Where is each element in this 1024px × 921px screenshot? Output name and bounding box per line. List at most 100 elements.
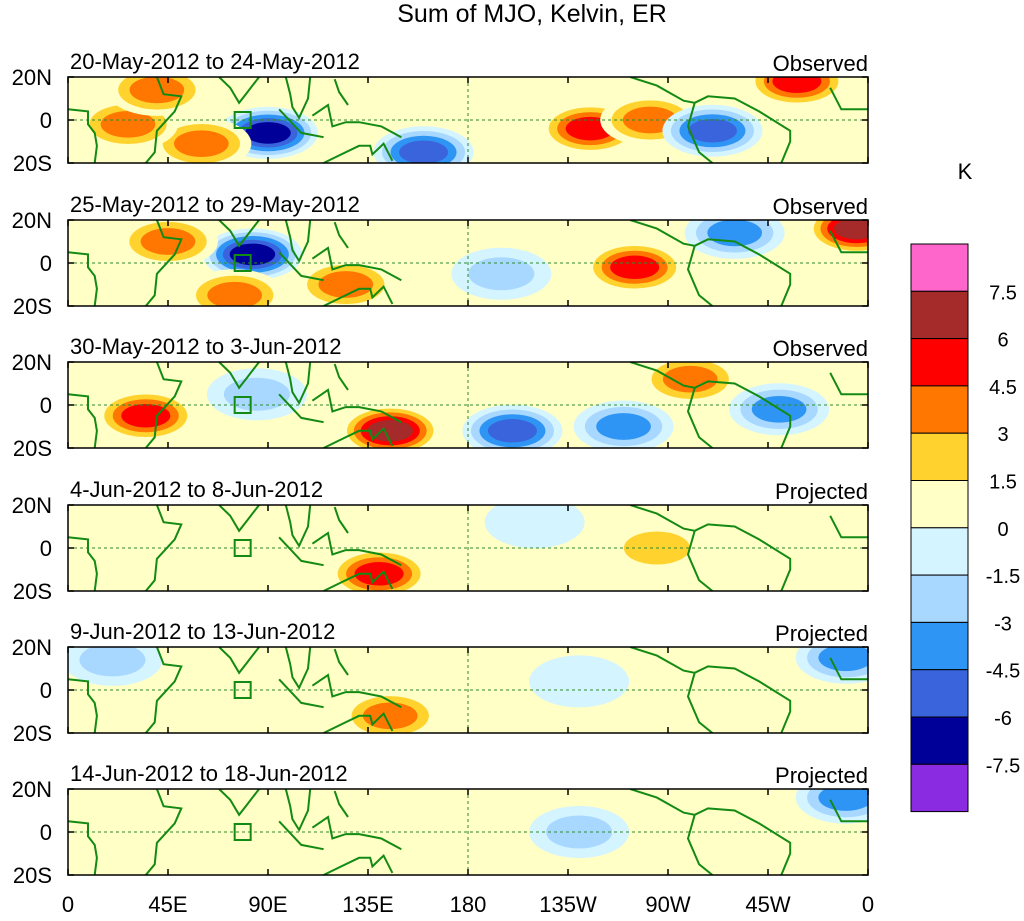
- coastline-path: [323, 569, 394, 591]
- coastline-path: [323, 142, 394, 163]
- coastline-path: [284, 362, 312, 406]
- coastline-path: [68, 393, 98, 448]
- anomaly-contour: [79, 647, 146, 677]
- y-tick-label: 20S: [13, 436, 52, 461]
- anomaly-contour: [140, 812, 241, 865]
- colorbar-level-label: 4.5: [989, 377, 1017, 399]
- y-tick-label: 20N: [12, 65, 52, 90]
- anomaly-contour: [818, 647, 868, 672]
- coastline-path: [629, 789, 695, 816]
- coastline-path: [218, 220, 260, 248]
- anomaly-field: [78, 77, 847, 163]
- colorbar-swatch: [910, 290, 969, 340]
- coastline-path: [629, 362, 695, 389]
- coastlines: [68, 362, 868, 448]
- coastline-path: [686, 387, 714, 448]
- coastline-path: [278, 536, 324, 567]
- coastline-path: [68, 108, 98, 163]
- coastline-path: [311, 103, 402, 139]
- anomaly-contour: [229, 243, 276, 266]
- x-tick-label: 135W: [539, 892, 597, 917]
- anomaly-contour: [354, 562, 404, 586]
- coastline-path: [829, 87, 868, 111]
- y-tick-label: 20S: [13, 151, 52, 176]
- coastline-path: [284, 77, 312, 120]
- coastline-path: [68, 536, 98, 591]
- coastline-path: [278, 108, 324, 139]
- colorbar-level-label: 7.5: [989, 282, 1017, 304]
- anomaly-contour: [834, 220, 868, 240]
- x-tick-label: 0: [62, 892, 74, 917]
- anomaly-contour: [484, 505, 585, 549]
- colorbar-swatch: [910, 621, 969, 671]
- reference-box: [233, 111, 252, 129]
- coastline-path: [218, 362, 260, 390]
- y-tick-label: 20N: [12, 777, 52, 802]
- coastline-path: [829, 372, 868, 396]
- colorbar-swatch: [910, 763, 969, 813]
- coastline-path: [629, 77, 695, 104]
- colorbar: K 7.5 6 4.5 3 1.5 0 -1.5 -3 -4.5 -6 -7.5: [910, 159, 1020, 813]
- coastline-path: [829, 515, 868, 539]
- colorbar-swatch: [910, 574, 969, 623]
- y-tick-label: 20N: [12, 208, 52, 233]
- colorbar-level-label: -1.5: [986, 566, 1020, 588]
- coastline-path: [629, 220, 695, 247]
- map-panel: 20N 0 20S 9-Jun-2012 to 13-Jun-2012 Projecte…: [12, 619, 869, 746]
- coastline-path: [694, 380, 792, 448]
- coastline-path: [686, 102, 714, 163]
- y-tick-label: 20S: [13, 721, 52, 746]
- coastline-path: [829, 657, 868, 681]
- coastline-path: [333, 221, 349, 249]
- colorbar-level-label: -3: [994, 613, 1012, 635]
- colorbar-level-label: 3: [997, 424, 1008, 446]
- anomaly-contour: [687, 119, 737, 143]
- coastline-path: [694, 807, 792, 875]
- reference-box: [233, 254, 252, 272]
- anomaly-contour: [751, 505, 852, 542]
- reference-box: [233, 396, 252, 414]
- coastline-path: [333, 78, 349, 106]
- coastline-path: [311, 531, 402, 567]
- colorbar-level-label: -4.5: [986, 661, 1020, 683]
- coastline-path: [145, 505, 183, 591]
- anomaly-contour: [129, 77, 185, 104]
- x-tick-label: 45W: [745, 892, 790, 917]
- panel-status: Projected: [775, 621, 868, 646]
- panel-status: Observed: [773, 51, 868, 76]
- colorbar-swatch: [910, 385, 969, 434]
- y-tick-label: 0: [40, 251, 52, 276]
- map-panel: 20N 0 20S 14-Jun-2012 to 18-Jun-2012 Project…: [12, 761, 869, 888]
- y-tick-label: 0: [40, 678, 52, 703]
- anomaly-contour: [662, 365, 718, 393]
- anomaly-contour: [684, 827, 785, 875]
- coastline-path: [278, 678, 324, 709]
- coastline-path: [311, 388, 402, 424]
- coastline-path: [278, 251, 324, 282]
- anomaly-contour: [468, 257, 535, 291]
- coastlines: [68, 647, 868, 733]
- coastline-path: [145, 220, 183, 306]
- colorbar-swatch: [910, 669, 969, 718]
- coastline-path: [829, 799, 868, 823]
- coastline-path: [284, 220, 312, 264]
- y-tick-label: 0: [40, 820, 52, 845]
- anomaly-field: [140, 789, 868, 875]
- chart-title: Sum of MJO, Kelvin, ER: [397, 0, 667, 28]
- colorbar-swatch: [910, 480, 969, 529]
- colorbar-level-label: -7.5: [986, 755, 1020, 777]
- colorbar-level-label: 6: [997, 330, 1008, 352]
- map-panel: 20N 0 20S 20-May-2012 to 24-May-2012 Observe…: [12, 49, 869, 176]
- coastline-path: [218, 647, 260, 675]
- coastline-path: [686, 530, 714, 591]
- coastline-path: [218, 505, 260, 533]
- coastline-path: [68, 678, 98, 733]
- anomaly-contour: [399, 140, 449, 163]
- y-tick-label: 20N: [12, 350, 52, 375]
- coastline-path: [323, 284, 394, 306]
- anomaly-contour: [121, 404, 171, 428]
- colorbar-swatch: [910, 527, 969, 576]
- x-tick-label: 90E: [248, 892, 287, 917]
- coastline-path: [694, 523, 792, 591]
- coastline-path: [629, 505, 695, 532]
